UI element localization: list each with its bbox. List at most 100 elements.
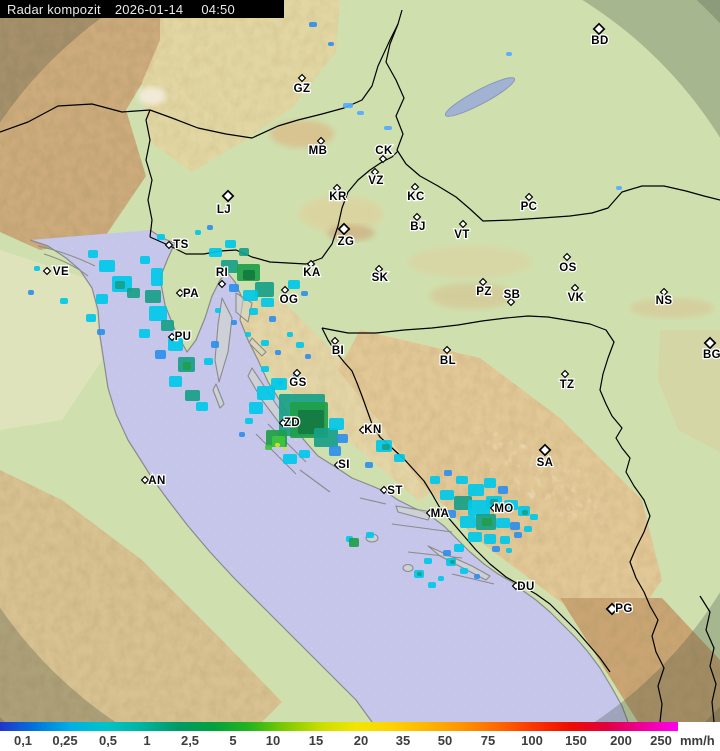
legend-tick: 100 xyxy=(521,733,543,748)
city-diamond-icon xyxy=(524,192,534,202)
city-label: VZ xyxy=(368,175,384,187)
city-diamond-icon xyxy=(140,475,150,485)
city-VK: VK xyxy=(566,283,585,305)
city-label: TZ xyxy=(560,379,575,391)
radar-cell xyxy=(169,376,182,387)
city-label: BL xyxy=(440,355,456,367)
radar-cell xyxy=(249,308,258,315)
radar-cell xyxy=(492,546,500,552)
radar-cell xyxy=(482,518,492,526)
radar-cell xyxy=(221,260,238,273)
radar-cell xyxy=(196,402,208,411)
radar-cell xyxy=(161,320,174,331)
radar-cell xyxy=(366,532,374,538)
radar-cell xyxy=(34,266,40,271)
city-label: TS xyxy=(173,239,189,251)
city-label: GZ xyxy=(294,83,311,95)
city-OS: OS xyxy=(558,252,578,275)
radar-cell xyxy=(183,362,191,370)
city-label: VK xyxy=(568,292,585,304)
city-BD: BD xyxy=(590,22,610,48)
radar-cell xyxy=(329,418,344,430)
city-diamond-icon xyxy=(478,277,488,287)
city-diamond-icon xyxy=(217,279,227,289)
city-diamond-icon xyxy=(659,287,669,297)
city-diamond-icon xyxy=(280,285,290,295)
city-diamond-icon xyxy=(511,581,521,591)
city-diamond-icon xyxy=(278,418,288,428)
city-label: NS xyxy=(656,295,673,307)
radar-cell xyxy=(474,574,480,579)
city-DU: DU xyxy=(511,580,536,594)
radar-cell xyxy=(157,234,165,240)
map-canvas: VE TS AN RI PA PU OG LJ GZ MB CK VZ KR KC ZG KA SK BJ VT PC… xyxy=(0,0,720,722)
radar-cell xyxy=(151,268,163,286)
radar-cell xyxy=(500,536,510,544)
city-MB: MB xyxy=(307,136,328,158)
city-label: AN xyxy=(148,475,165,487)
radar-cell xyxy=(384,126,392,130)
radar-cell xyxy=(60,298,68,304)
radar-date: 2026-01-14 xyxy=(114,1,184,17)
radar-cell xyxy=(468,532,482,542)
city-label: KC xyxy=(407,191,424,203)
city-VZ: VZ xyxy=(367,167,385,188)
radar-cell xyxy=(261,298,274,307)
radar-cell xyxy=(283,454,297,464)
radar-cell xyxy=(149,306,167,321)
legend-tick: 20 xyxy=(353,733,369,748)
radar-cell xyxy=(99,260,115,272)
legend-tick: 0,25 xyxy=(52,733,78,748)
radar-cell xyxy=(454,544,464,552)
city-diamond-icon xyxy=(175,288,185,298)
radar-cell xyxy=(444,470,452,476)
radar-cell xyxy=(195,230,201,235)
city-label: RI xyxy=(216,267,228,279)
radar-cell xyxy=(460,516,476,528)
city-label: BJ xyxy=(410,221,426,233)
legend-labels: 0,1 0,25 0,5 1 2,5 5 10 15 20 35 50 75 100 150 200 250 m… xyxy=(0,731,720,751)
radar-cell xyxy=(446,510,456,518)
radar-cell xyxy=(239,432,245,437)
city-MA: MA xyxy=(425,507,450,521)
city-label: ZD xyxy=(284,417,300,429)
radar-cell xyxy=(145,290,161,303)
city-PU: PU xyxy=(167,330,192,344)
city-label: VT xyxy=(454,229,470,241)
city-label: VE xyxy=(53,266,69,278)
radar-cell xyxy=(506,548,512,553)
radar-cell xyxy=(229,284,239,292)
radar-cell xyxy=(349,538,359,547)
radar-cell xyxy=(530,514,538,520)
city-diamond-icon xyxy=(425,508,435,518)
city-label: PA xyxy=(183,288,199,300)
radar-cell xyxy=(257,386,275,400)
city-diamond-icon xyxy=(42,266,52,276)
radar-cell xyxy=(301,291,308,296)
city-diamond-icon xyxy=(221,189,235,203)
legend-tick: 15 xyxy=(308,733,324,748)
city-label: BG xyxy=(703,349,720,361)
city-label: BD xyxy=(591,35,608,47)
city-diamond-icon xyxy=(410,182,420,192)
city-diamond-icon xyxy=(333,460,343,470)
city-VE: VE xyxy=(42,265,70,279)
legend-tick: 200 xyxy=(610,733,632,748)
city-ZD: ZD xyxy=(278,416,301,430)
city-diamond-icon xyxy=(316,136,326,146)
radar-cell xyxy=(207,225,213,230)
city-SI: SI xyxy=(333,458,351,472)
radar-cell xyxy=(328,42,334,46)
city-BL: BL xyxy=(439,345,457,368)
radar-cell xyxy=(296,342,304,348)
radar-cell xyxy=(261,340,269,346)
city-diamond-icon xyxy=(164,240,174,250)
radar-cell xyxy=(127,288,140,298)
radar-cell xyxy=(204,358,213,365)
radar-cell xyxy=(514,532,522,538)
radar-cell xyxy=(275,350,281,355)
city-TZ: TZ xyxy=(558,369,575,392)
city-label: SB xyxy=(504,289,521,301)
radar-cell xyxy=(337,434,348,443)
city-label: DU xyxy=(517,581,534,593)
